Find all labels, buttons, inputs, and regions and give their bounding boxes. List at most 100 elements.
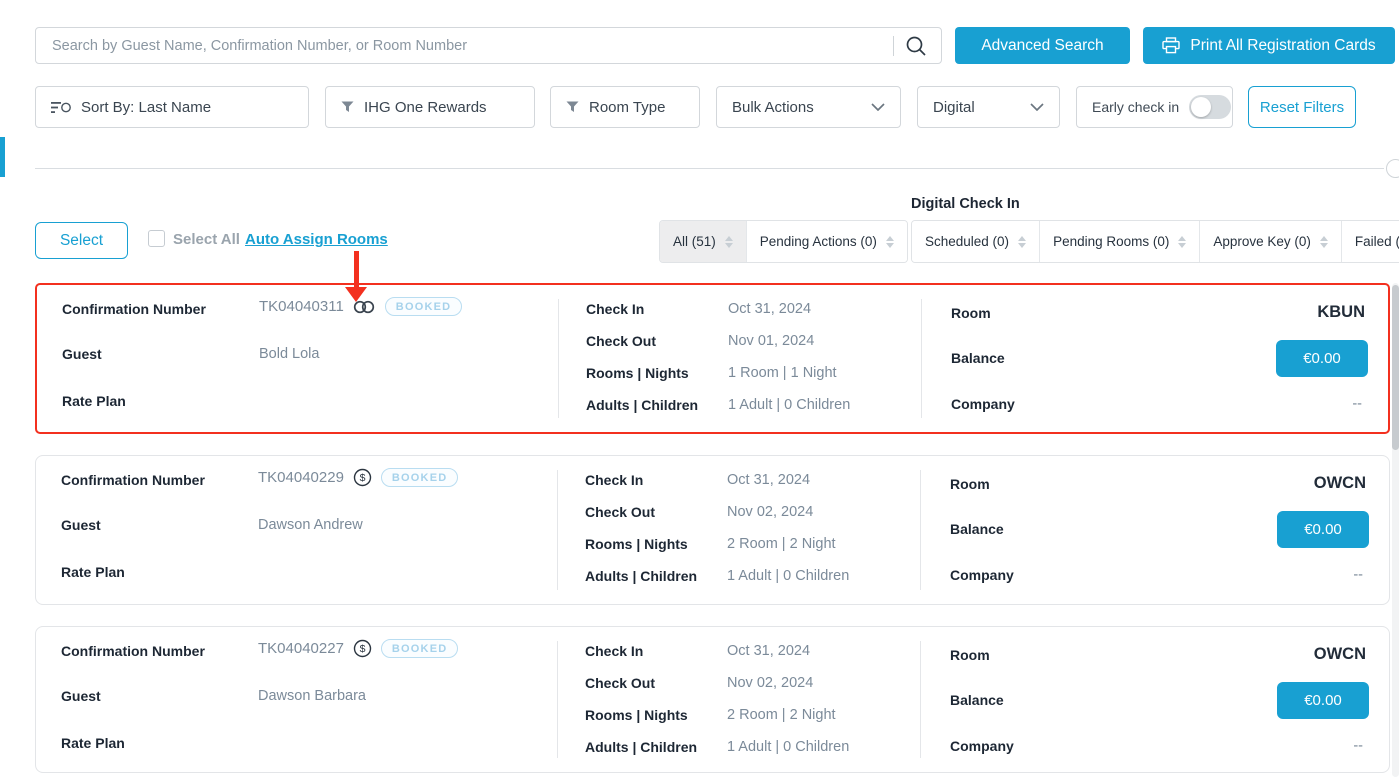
status-badge: BOOKED (384, 297, 463, 316)
confirmation-number-value: TK04040311 (259, 298, 344, 315)
check-out-value: Nov 02, 2024 (727, 675, 814, 691)
adults-children-label: Adults | Children (585, 568, 698, 584)
check-out-label: Check Out (585, 504, 656, 520)
select-all-checkbox[interactable] (148, 230, 165, 247)
reservation-card[interactable]: Confirmation Number Guest Rate Plan TK04… (35, 455, 1390, 605)
advanced-search-button[interactable]: Advanced Search (955, 27, 1130, 64)
status-tab-group: All (51) Pending Actions (0) (659, 220, 908, 263)
guest-value: Bold Lola (259, 346, 320, 362)
early-check-in-filter: Early check in (1076, 86, 1233, 128)
room-type-label: Room Type (589, 98, 666, 116)
sort-arrows-icon (724, 235, 733, 248)
auto-assign-rooms-link[interactable]: Auto Assign Rooms (245, 231, 388, 248)
bulk-actions-dropdown[interactable]: Bulk Actions (716, 86, 901, 128)
adults-children-value: 1 Adult | 0 Children (727, 739, 850, 755)
sort-arrows-icon (1178, 235, 1187, 248)
rooms-nights-label: Rooms | Nights (585, 536, 688, 552)
ihg-one-rewards-filter[interactable]: IHG One Rewards (325, 86, 535, 128)
rooms-nights-value: 1 Room | 1 Night (728, 365, 837, 381)
check-out-value: Nov 02, 2024 (727, 504, 814, 520)
adults-children-value: 1 Adult | 0 Children (727, 568, 850, 584)
svg-text:$: $ (359, 472, 365, 484)
digital-dropdown[interactable]: Digital (917, 86, 1060, 128)
check-in-value: Oct 31, 2024 (728, 301, 812, 317)
confirmation-number-label: Confirmation Number (61, 643, 205, 659)
sort-icon (51, 100, 71, 115)
guest-label: Guest (61, 688, 101, 704)
balance-button[interactable]: €0.00 (1277, 682, 1369, 719)
sort-by-filter[interactable]: Sort By: Last Name (35, 86, 309, 128)
reservation-card[interactable]: Confirmation Number Guest Rate Plan TK04… (35, 626, 1390, 773)
company-label: Company (951, 396, 1015, 412)
reset-filters-label: Reset Filters (1259, 98, 1345, 116)
room-value: OWCN (1313, 474, 1366, 492)
rooms-nights-value: 2 Room | 2 Night (727, 707, 836, 723)
rooms-nights-value: 2 Room | 2 Night (727, 536, 836, 552)
room-label: Room (951, 305, 991, 321)
confirmation-number-value: TK04040227 (258, 640, 344, 657)
confirmation-number-label: Confirmation Number (62, 301, 206, 317)
advanced-search-label: Advanced Search (981, 36, 1104, 54)
room-label: Room (950, 476, 990, 492)
balance-label: Balance (951, 350, 1005, 366)
search-icon[interactable] (903, 33, 929, 59)
guest-value: Dawson Barbara (258, 688, 366, 704)
annotation-arrow (354, 251, 359, 288)
card-divider (921, 299, 922, 418)
reservation-card[interactable]: Confirmation Number Guest Rate Plan TK04… (35, 283, 1390, 434)
funnel-icon (341, 101, 354, 113)
tab-approve-key[interactable]: Approve Key (0) (1199, 221, 1341, 262)
tab-failed-label: Failed (0) (1354, 234, 1399, 249)
rate-plan-label: Rate Plan (61, 735, 125, 751)
chevron-down-icon (1030, 103, 1044, 111)
section-divider (35, 168, 1384, 169)
guest-value: Dawson Andrew (258, 517, 363, 533)
confirmation-number-value: TK04040229 (258, 469, 344, 486)
check-in-value: Oct 31, 2024 (727, 472, 811, 488)
room-value: KBUN (1317, 303, 1365, 321)
printer-icon (1162, 37, 1181, 54)
funnel-icon (566, 101, 579, 113)
guest-label: Guest (62, 346, 102, 362)
dollar-circle-icon: $ (353, 468, 372, 487)
digital-check-in-heading: Digital Check In (911, 196, 1020, 212)
print-all-registration-cards-button[interactable]: Print All Registration Cards (1143, 27, 1395, 64)
sidebar-accent-strip (0, 137, 5, 177)
card-divider (920, 641, 921, 758)
room-value: OWCN (1313, 645, 1366, 663)
tab-scheduled[interactable]: Scheduled (0) (912, 221, 1040, 262)
reset-filters-button[interactable]: Reset Filters (1248, 86, 1356, 128)
print-all-label: Print All Registration Cards (1190, 36, 1376, 54)
balance-button[interactable]: €0.00 (1276, 340, 1368, 377)
sort-arrows-icon (1319, 235, 1328, 248)
scrollbar-thumb[interactable] (1392, 285, 1399, 450)
adults-children-label: Adults | Children (586, 397, 699, 413)
adults-children-label: Adults | Children (585, 739, 698, 755)
check-out-value: Nov 01, 2024 (728, 333, 815, 349)
tab-pending-actions[interactable]: Pending Actions (0) (745, 221, 907, 262)
check-in-label: Check In (586, 301, 645, 317)
tab-failed[interactable]: Failed (0) (1340, 221, 1399, 262)
search-input[interactable] (35, 27, 942, 64)
tab-all[interactable]: All (51) (660, 221, 746, 262)
svg-text:$: $ (359, 643, 365, 655)
select-button[interactable]: Select (35, 222, 128, 259)
tab-pending-rooms[interactable]: Pending Rooms (0) (1039, 221, 1200, 262)
balance-button[interactable]: €0.00 (1277, 511, 1369, 548)
tab-pending-actions-label: Pending Actions (0) (759, 234, 877, 249)
company-value: -- (1352, 396, 1362, 412)
rate-plan-label: Rate Plan (61, 564, 125, 580)
rate-plan-label: Rate Plan (62, 393, 126, 409)
early-check-in-toggle[interactable] (1189, 95, 1232, 119)
room-type-filter[interactable]: Room Type (550, 86, 700, 128)
confirmation-number-label: Confirmation Number (61, 472, 205, 488)
sort-arrows-icon (1018, 235, 1027, 248)
sort-arrows-icon (885, 235, 894, 248)
toggle-knob (1191, 97, 1212, 117)
collapse-handle[interactable] (1386, 159, 1399, 178)
dollar-circle-icon: $ (353, 639, 372, 658)
digital-label: Digital (933, 98, 975, 116)
annotation-arrowhead (345, 287, 367, 302)
tab-all-label: All (51) (673, 234, 716, 249)
